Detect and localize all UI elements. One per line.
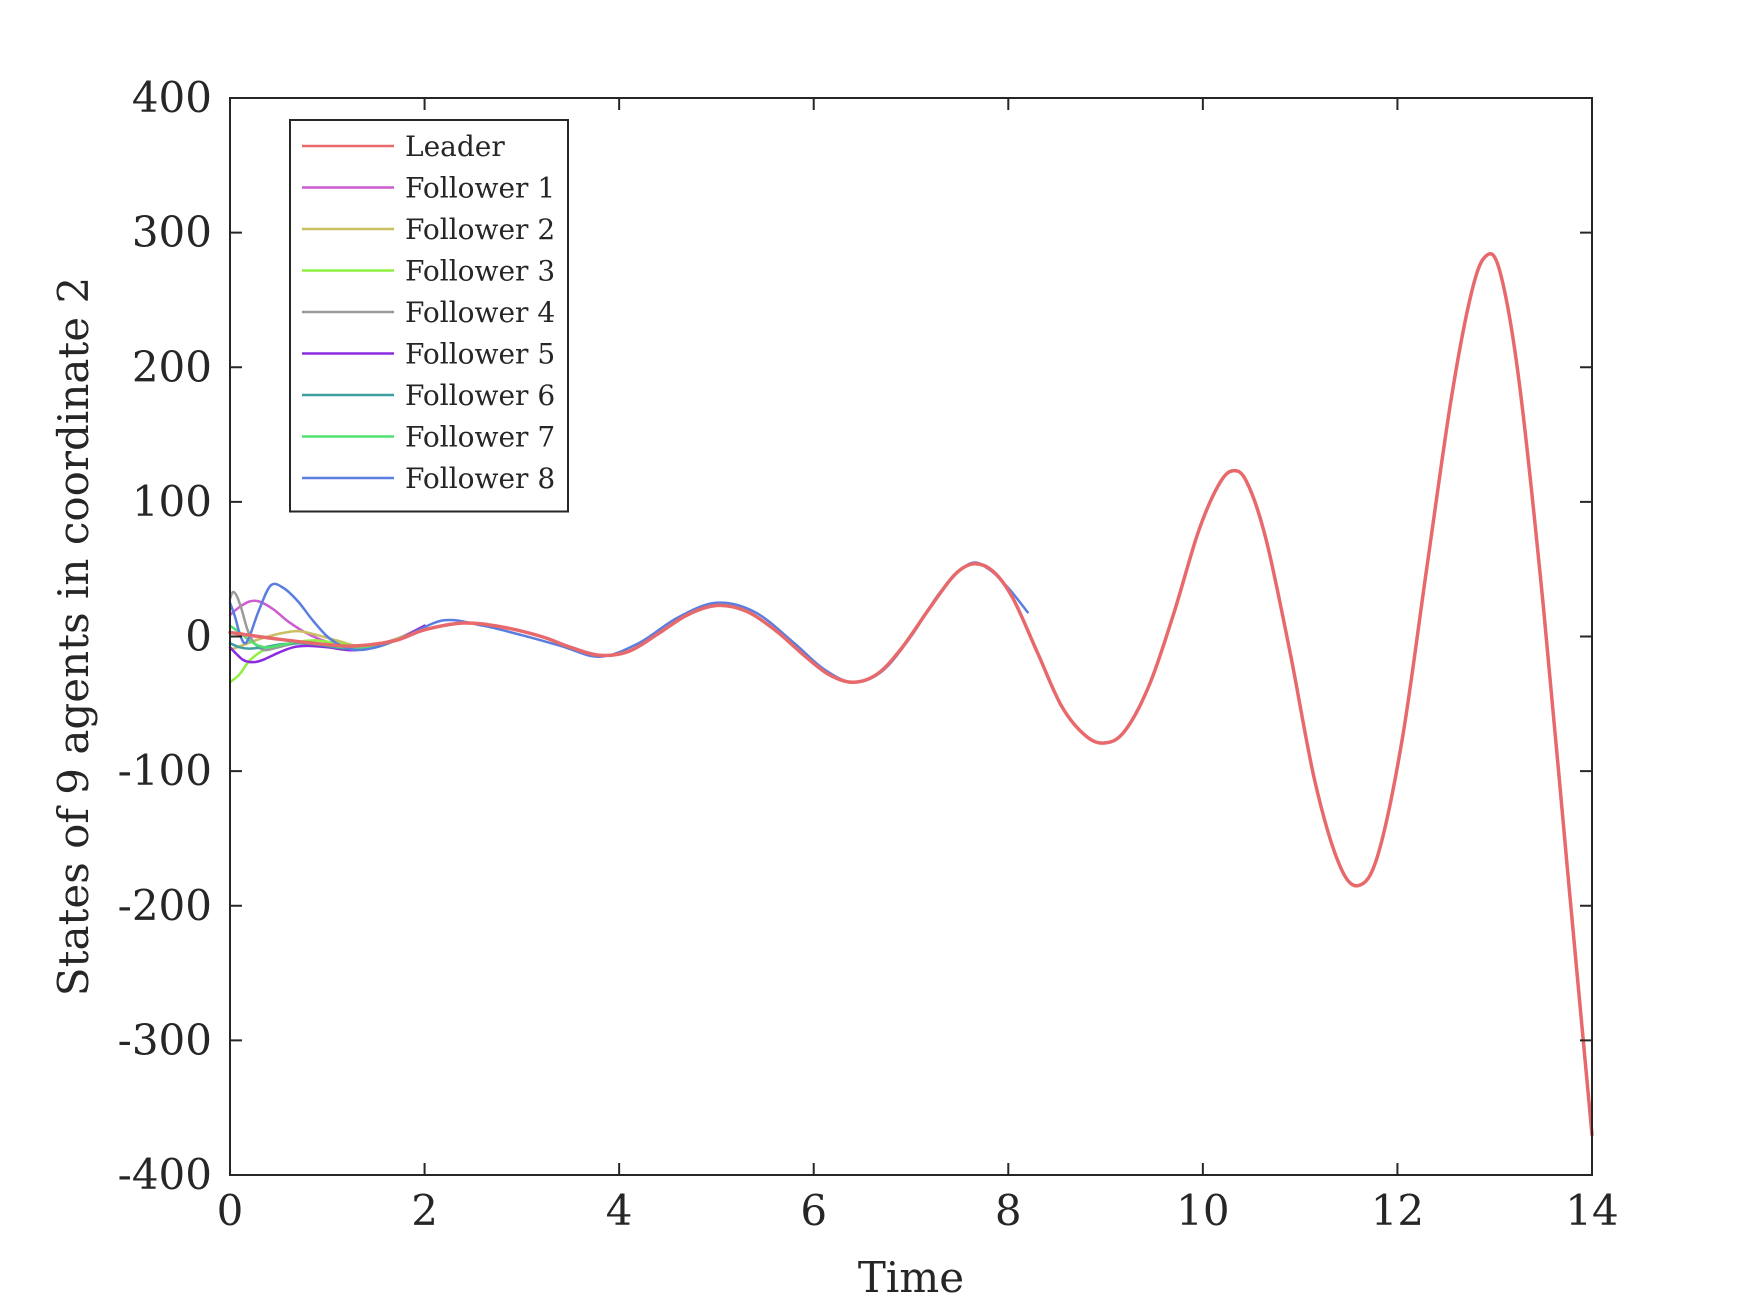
y-tick-label: 300 [132, 208, 212, 257]
legend-label-follower-6: Follower 6 [405, 379, 555, 412]
x-tick-label: 4 [606, 1186, 633, 1235]
y-tick-label: 0 [185, 612, 212, 661]
y-tick-label: -400 [118, 1150, 212, 1199]
x-tick-label: 10 [1176, 1186, 1229, 1235]
y-tick-label: 100 [132, 477, 212, 526]
x-tick-label: 12 [1371, 1186, 1424, 1235]
y-tick-label: 200 [132, 342, 212, 391]
legend-label-leader: Leader [405, 130, 505, 163]
x-tick-label: 8 [995, 1186, 1022, 1235]
y-tick-label: -100 [118, 746, 212, 795]
x-tick-label: 6 [800, 1186, 827, 1235]
legend: Leader Follower 1 Follower 2 Follower 3 Foll… [289, 119, 569, 513]
y-tick-label: -300 [118, 1015, 212, 1064]
x-axis-title: Time [858, 1253, 964, 1302]
x-tick-label: 14 [1565, 1186, 1618, 1235]
series-line-leader [228, 252, 1594, 1137]
series-layer [228, 252, 1594, 1137]
legend-label-follower-2: Follower 2 [405, 213, 555, 246]
y-axis-title: States of 9 agents in coordinate 2 [49, 277, 98, 996]
legend-label-follower-4: Follower 4 [405, 296, 555, 329]
y-tick-label: -200 [118, 881, 212, 930]
x-tick-label: 0 [217, 1186, 244, 1235]
legend-label-follower-8: Follower 8 [405, 462, 555, 495]
legend-label-follower-1: Follower 1 [405, 172, 555, 205]
x-tick-label: 2 [411, 1186, 438, 1235]
y-tick-label: 400 [132, 73, 212, 122]
legend-label-follower-3: Follower 3 [405, 255, 555, 288]
tick-layer: 0 2 4 6 8 10 12 14 -400 -300 -200 -100 0 100 200 300 400 [118, 73, 1619, 1235]
legend-label-follower-5: Follower 5 [405, 338, 555, 371]
legend-box [289, 119, 569, 513]
legend-label-follower-7: Follower 7 [405, 421, 555, 454]
